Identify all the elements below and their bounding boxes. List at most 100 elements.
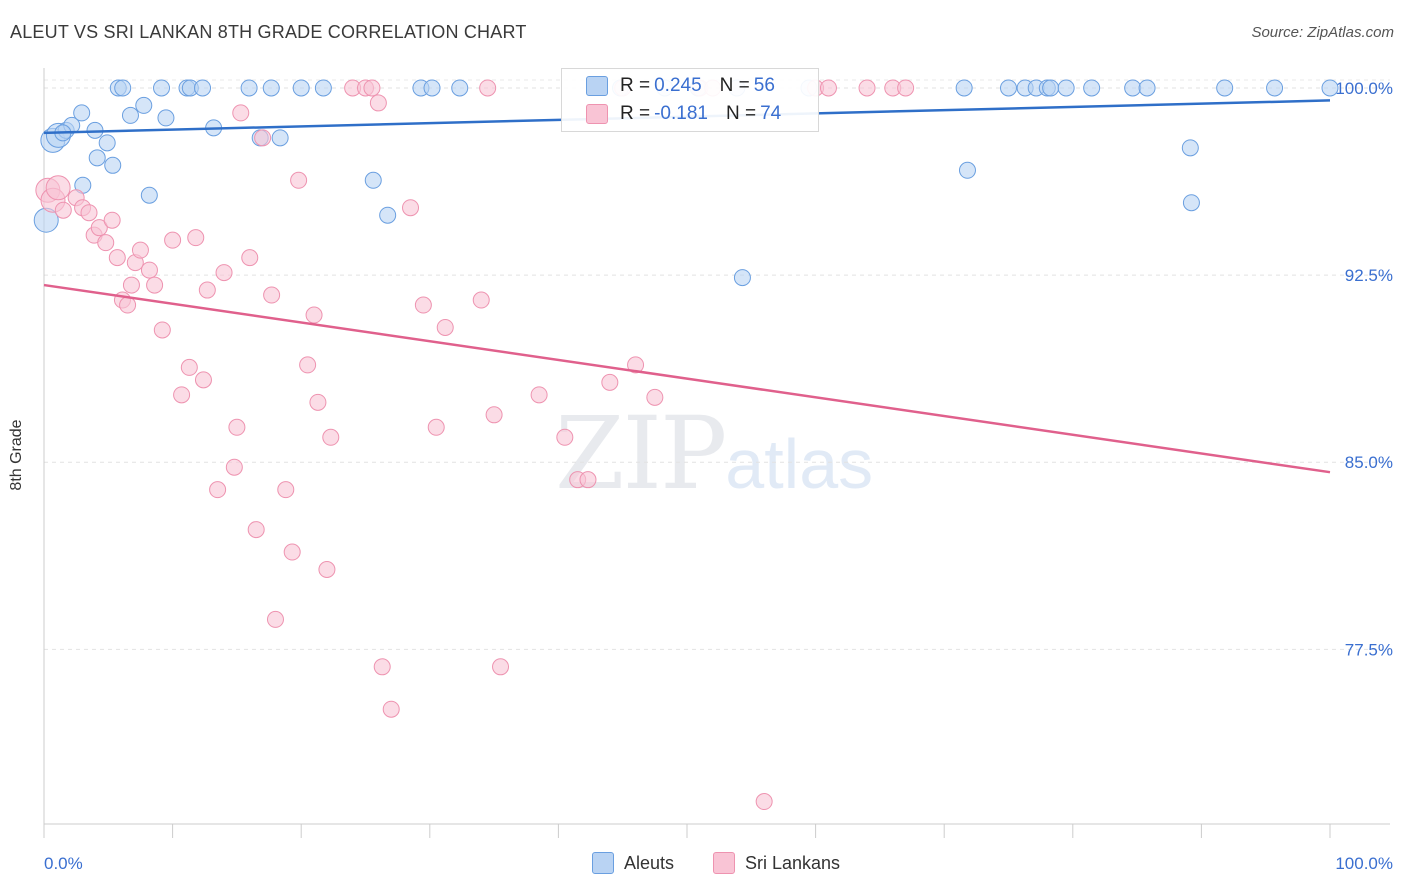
chart-title: ALEUT VS SRI LANKAN 8TH GRADE CORRELATIO… — [10, 22, 527, 42]
point-aleuts — [135, 96, 153, 114]
point-aleuts — [73, 104, 91, 122]
point-aleuts — [1000, 79, 1017, 97]
point-sri-lankans — [80, 204, 98, 222]
point-aleuts — [733, 269, 751, 287]
point-sri-lankans — [198, 281, 216, 299]
n-value: 74 — [760, 103, 782, 124]
point-sri-lankans — [414, 296, 432, 314]
point-aleuts — [364, 171, 382, 189]
point-sri-lankans — [472, 291, 490, 309]
point-aleuts — [1181, 139, 1199, 157]
x-tick-label-max: 100.0% — [1335, 854, 1393, 873]
point-sri-lankans — [146, 276, 164, 294]
point-sri-lankans — [322, 428, 340, 446]
legend-swatch-aleuts — [592, 852, 614, 874]
legend-swatch-sri-lankans — [713, 852, 735, 874]
point-sri-lankans — [819, 79, 837, 97]
trend-line-sri-lankans — [43, 283, 1331, 474]
point-sri-lankans — [180, 358, 198, 376]
point-aleuts — [88, 149, 106, 167]
legend-label-sri-lankans: Sri Lankans — [745, 852, 841, 873]
point-sri-lankans — [247, 521, 265, 539]
point-sri-lankans — [209, 481, 227, 499]
y-tick-label: 100.0% — [1335, 79, 1393, 98]
r-value: -0.181 — [654, 103, 708, 124]
point-sri-lankans — [108, 249, 126, 267]
point-aleuts — [271, 129, 289, 147]
point-sri-lankans — [45, 175, 71, 201]
point-aleuts — [194, 79, 212, 97]
point-sri-lankans — [164, 231, 182, 249]
point-aleuts — [1083, 79, 1101, 97]
y-tick-label: 85.0% — [1345, 453, 1393, 472]
point-sri-lankans — [646, 388, 664, 406]
point-sri-lankans — [382, 700, 400, 718]
point-sri-lankans — [479, 79, 497, 97]
point-aleuts — [1266, 79, 1284, 97]
point-aleuts — [1216, 79, 1234, 97]
point-aleuts — [379, 206, 397, 224]
point-sri-lankans — [402, 199, 420, 217]
point-sri-lankans — [485, 406, 503, 424]
point-sri-lankans — [436, 318, 454, 336]
point-aleuts — [451, 79, 469, 97]
point-sri-lankans — [318, 561, 336, 579]
point-sri-lankans — [215, 264, 233, 282]
point-sri-lankans — [54, 201, 72, 219]
n-label: N = — [725, 103, 757, 124]
point-sri-lankans — [299, 356, 317, 374]
point-sri-lankans — [858, 79, 876, 97]
point-sri-lankans — [232, 104, 250, 122]
legend-label-aleuts: Aleuts — [624, 852, 675, 873]
point-aleuts — [1042, 79, 1060, 97]
point-aleuts — [114, 79, 132, 97]
point-aleuts — [240, 79, 258, 97]
stats-legend: R = 0.245 N = 56 R = -0.181 N = 74 — [561, 68, 819, 132]
point-sri-lankans — [140, 261, 158, 279]
point-aleuts — [1124, 79, 1142, 97]
point-aleuts — [955, 79, 973, 97]
point-sri-lankans — [283, 543, 301, 561]
source-label: Source: ZipAtlas.com — [1251, 24, 1394, 41]
point-aleuts — [104, 156, 122, 174]
point-sri-lankans — [363, 79, 381, 97]
point-sri-lankans — [225, 458, 243, 476]
point-sri-lankans — [119, 296, 137, 314]
point-aleuts — [121, 106, 139, 124]
point-aleuts — [423, 79, 441, 97]
point-aleuts — [262, 79, 280, 97]
legend-swatch-aleuts — [586, 76, 608, 96]
point-aleuts — [1182, 194, 1200, 212]
point-sri-lankans — [122, 276, 140, 294]
point-sri-lankans — [153, 321, 171, 339]
watermark: ZIPatlas — [555, 395, 873, 512]
point-sri-lankans — [263, 286, 281, 304]
point-aleuts — [98, 134, 116, 152]
point-sri-lankans — [241, 249, 259, 267]
r-value: 0.245 — [654, 75, 702, 96]
point-sri-lankans — [305, 306, 323, 324]
point-sri-lankans — [897, 79, 915, 97]
n-label: N = — [719, 75, 750, 96]
x-tick-label-min: 0.0% — [44, 854, 83, 873]
legend-item-aleuts[interactable]: Aleuts — [592, 852, 674, 874]
legend-item-sri-lankans[interactable]: Sri Lankans — [713, 852, 840, 874]
stats-legend-row-sri-lankans: R = -0.181 N = 74 — [586, 102, 781, 126]
point-sri-lankans — [601, 373, 619, 391]
point-sri-lankans — [194, 371, 212, 389]
point-aleuts — [153, 79, 171, 97]
point-sri-lankans — [131, 241, 149, 259]
stats-legend-row-aleuts: R = 0.245 N = 56 — [586, 74, 775, 98]
point-aleuts — [314, 79, 332, 97]
point-sri-lankans — [228, 418, 246, 436]
point-sri-lankans — [97, 234, 115, 252]
point-sri-lankans — [309, 393, 327, 411]
point-sri-lankans — [369, 94, 387, 112]
point-sri-lankans — [90, 219, 108, 237]
r-label: R = — [620, 75, 651, 96]
point-sri-lankans — [266, 610, 284, 628]
point-sri-lankans — [556, 428, 574, 446]
point-sri-lankans — [373, 658, 391, 676]
point-sri-lankans — [492, 658, 510, 676]
